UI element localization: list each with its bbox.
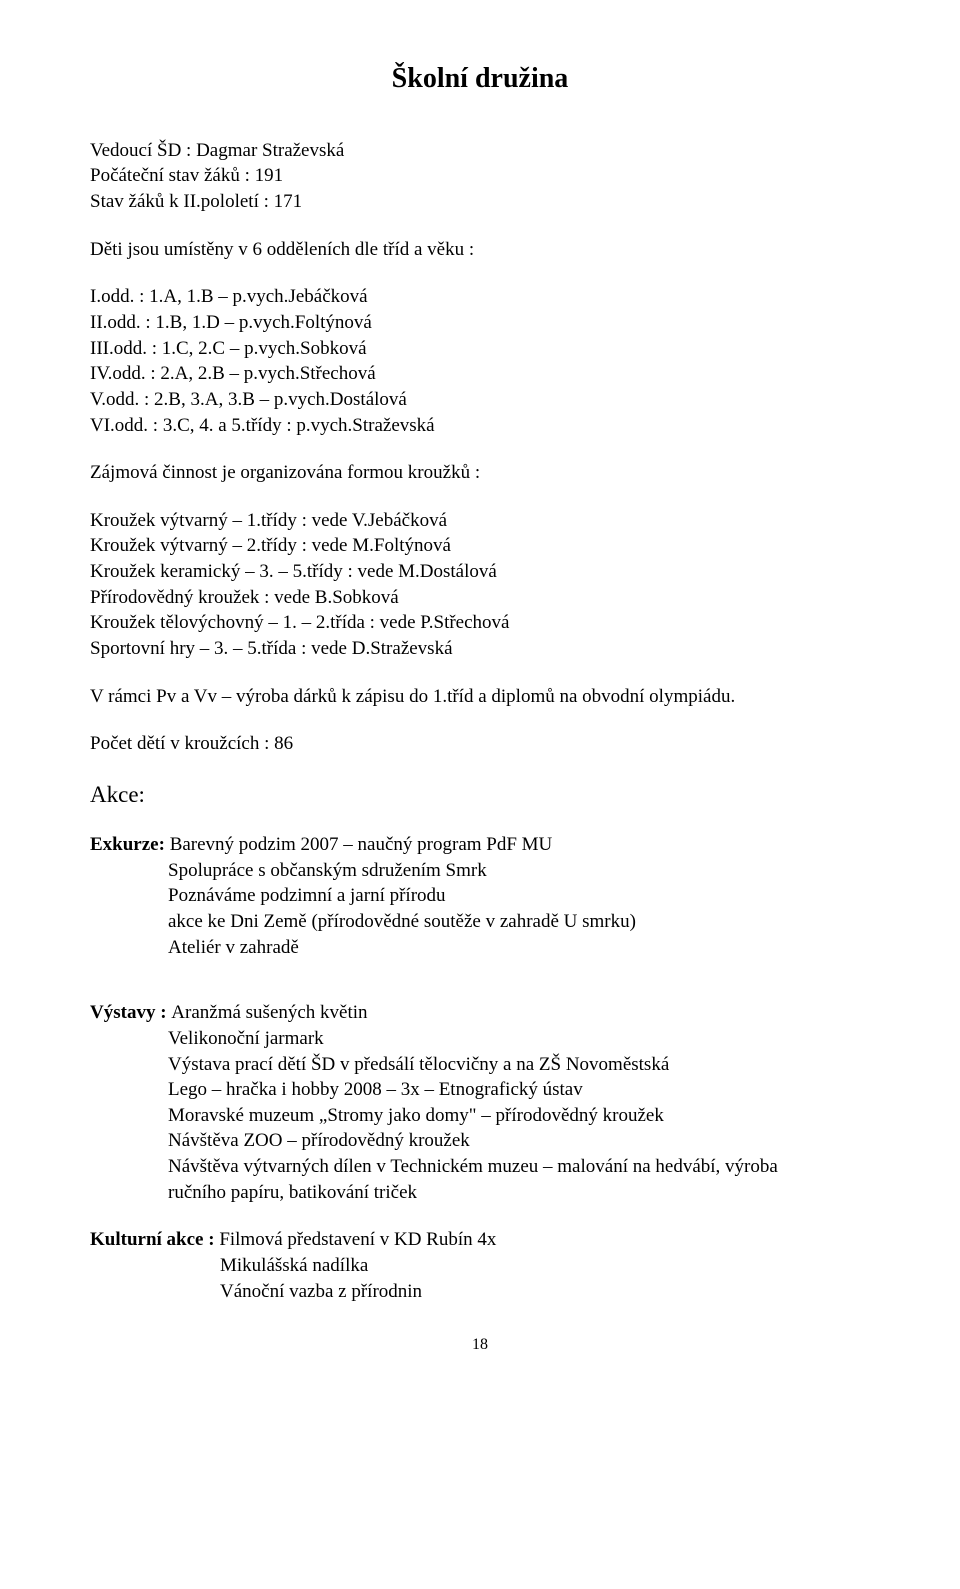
line-k6: Sportovní hry – 3. – 5.třída : vede D.St… xyxy=(90,636,870,662)
line-kulturni-first: Kulturní akce : Filmová představení v KD… xyxy=(90,1227,870,1253)
line-v6: Návštěva ZOO – přírodovědný kroužek xyxy=(90,1128,870,1154)
line-ex2: Spolupráce s občanským sdružením Smrk xyxy=(90,858,870,884)
text-vystavy-first: Aranžmá sušených květin xyxy=(171,1002,367,1023)
line-odd2: II.odd. : 1.B, 1.D – p.vych.Foltýnová xyxy=(90,310,870,336)
line-v7: Návštěva výtvarných dílen v Technickém m… xyxy=(90,1154,870,1180)
line-exkurze-first: Exkurze: Barevný podzim 2007 – naučný pr… xyxy=(90,832,870,858)
line-zajmova-intro: Zájmová činnost je organizována formou k… xyxy=(90,460,870,486)
line-vystavy-first: Výstavy : Aranžmá sušených květin xyxy=(90,1000,870,1026)
line-ex4: akce ke Dni Země (přírodovědné soutěže v… xyxy=(90,909,870,935)
line-odd1: I.odd. : 1.A, 1.B – p.vych.Jebáčková xyxy=(90,284,870,310)
line-ex3: Poznáváme podzimní a jarní přírodu xyxy=(90,883,870,909)
line-v8: ručního papíru, batikování triček xyxy=(90,1180,870,1206)
line-ku3: Vánoční vazba z přírodnin xyxy=(90,1279,870,1305)
line-k4: Přírodovědný kroužek : vede B.Sobková xyxy=(90,585,870,611)
heading-akce: Akce: xyxy=(90,779,870,810)
line-vedouci: Vedoucí ŠD : Dagmar Straževská xyxy=(90,138,870,164)
label-kulturni: Kulturní akce : xyxy=(90,1229,219,1250)
line-v3: Výstava prací dětí ŠD v předsálí tělocvi… xyxy=(90,1052,870,1078)
line-odd4: IV.odd. : 2.A, 2.B – p.vych.Střechová xyxy=(90,361,870,387)
block-kulturni: Kulturní akce : Filmová představení v KD… xyxy=(90,1227,870,1304)
label-vystavy: Výstavy : xyxy=(90,1002,171,1023)
line-oddeleni-intro: Děti jsou umístěny v 6 odděleních dle tř… xyxy=(90,237,870,263)
block-exkurze: Exkurze: Barevný podzim 2007 – naučný pr… xyxy=(90,832,870,960)
line-v2: Velikonoční jarmark xyxy=(90,1026,870,1052)
page-title: Školní družina xyxy=(90,60,870,98)
line-k5: Kroužek tělovýchovný – 1. – 2.třída : ve… xyxy=(90,610,870,636)
text-kulturni-first: Filmová představení v KD Rubín 4x xyxy=(219,1229,496,1250)
block-krouzky: Kroužek výtvarný – 1.třídy : vede V.Jebá… xyxy=(90,508,870,662)
line-odd6: VI.odd. : 3.C, 4. a 5.třídy : p.vych.Str… xyxy=(90,413,870,439)
line-ex5: Ateliér v zahradě xyxy=(90,935,870,961)
block-vedouci: Vedoucí ŠD : Dagmar Straževská Počáteční… xyxy=(90,138,870,215)
line-k2: Kroužek výtvarný – 2.třídy : vede M.Folt… xyxy=(90,533,870,559)
label-exkurze: Exkurze: xyxy=(90,834,170,855)
line-v4: Lego – hračka i hobby 2008 – 3x – Etnogr… xyxy=(90,1077,870,1103)
page-number: 18 xyxy=(90,1334,870,1356)
line-vramci: V rámci Pv a Vv – výroba dárků k zápisu … xyxy=(90,684,870,710)
line-pocet-deti: Počet dětí v kroužcích : 86 xyxy=(90,731,870,757)
line-k3: Kroužek keramický – 3. – 5.třídy : vede … xyxy=(90,559,870,585)
line-v5: Moravské muzeum „Stromy jako domy" – pří… xyxy=(90,1103,870,1129)
block-oddeleni: I.odd. : 1.A, 1.B – p.vych.Jebáčková II.… xyxy=(90,284,870,438)
line-odd5: V.odd. : 2.B, 3.A, 3.B – p.vych.Dostálov… xyxy=(90,387,870,413)
line-k1: Kroužek výtvarný – 1.třídy : vede V.Jebá… xyxy=(90,508,870,534)
text-exkurze-first: Barevný podzim 2007 – naučný program PdF… xyxy=(170,834,553,855)
line-pocatecni: Počáteční stav žáků : 191 xyxy=(90,163,870,189)
line-stavk2: Stav žáků k II.pololetí : 171 xyxy=(90,189,870,215)
line-odd3: III.odd. : 1.C, 2.C – p.vych.Sobková xyxy=(90,336,870,362)
line-ku2: Mikulášská nadílka xyxy=(90,1253,870,1279)
block-vystavy: Výstavy : Aranžmá sušených květin Veliko… xyxy=(90,1000,870,1205)
